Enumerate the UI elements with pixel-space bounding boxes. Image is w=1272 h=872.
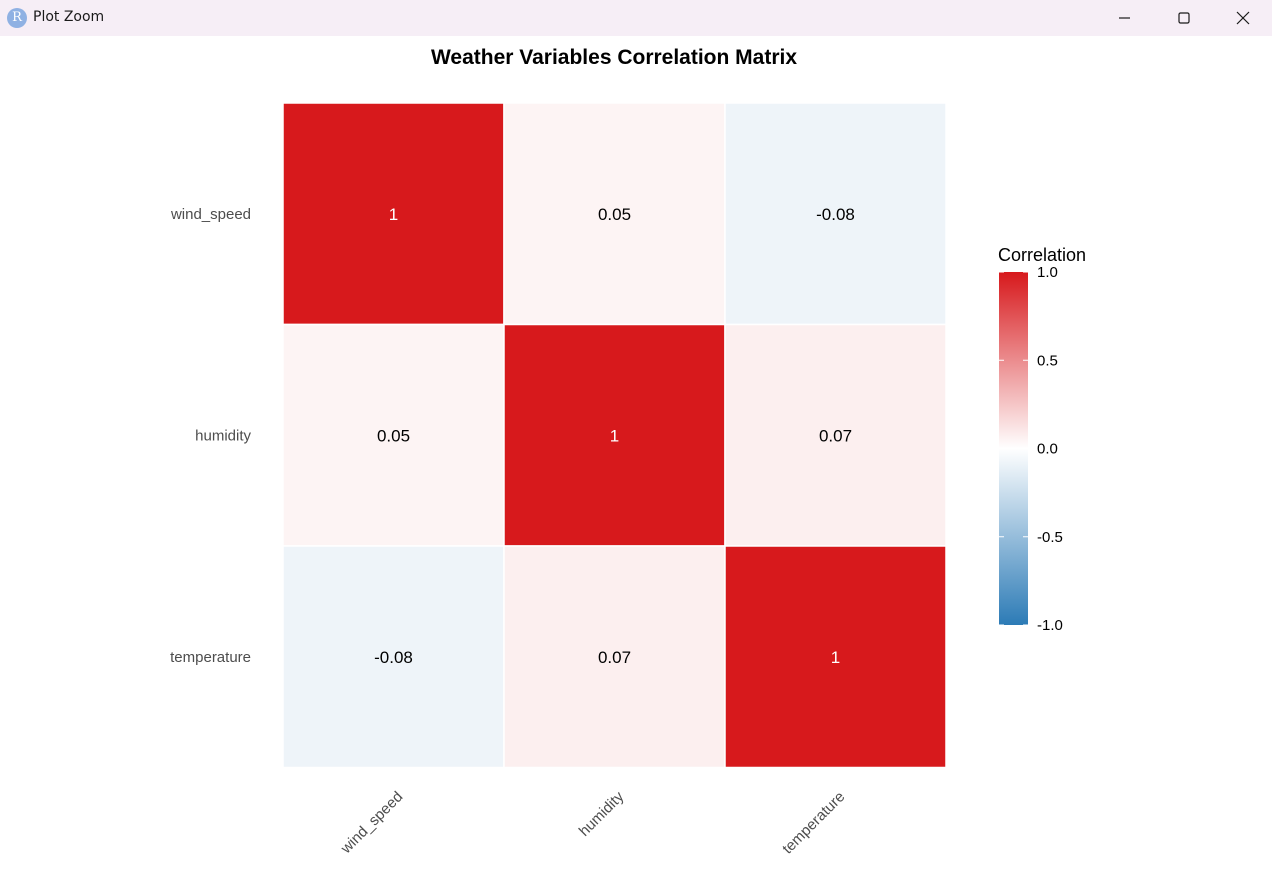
x-tick-label: temperature [779, 788, 848, 857]
cell-value-label: -0.08 [374, 648, 413, 667]
maximize-icon [1178, 12, 1190, 24]
y-tick-label: humidity [195, 427, 251, 444]
y-tick-label: wind_speed [170, 206, 251, 223]
x-tick-label: wind_speed [337, 788, 406, 857]
heatmap-cell [503, 102, 726, 326]
color-legend: Correlation 1.0 0.5 0.0 -0.5 -1.0 [998, 245, 1086, 634]
cell-labels: 1 0.05 -0.08 0.05 1 0.07 -0.08 0.07 1 [374, 205, 855, 667]
x-axis-labels: wind_speed humidity temperature [337, 788, 848, 858]
title-bar[interactable]: R Plot Zoom [0, 0, 1272, 36]
heatmap-cell [503, 545, 726, 769]
heatmap-cells [282, 102, 947, 769]
legend-tick-label: -0.5 [1037, 529, 1063, 546]
legend-tick-label: 0.5 [1037, 352, 1058, 369]
heatmap-cell [724, 102, 947, 326]
plot-area: Weather Variables Correlation Matrix 1 0.… [0, 36, 1272, 872]
heatmap-cell [282, 545, 505, 769]
cell-value-label: 0.05 [377, 426, 410, 445]
cell-value-label: 1 [831, 648, 840, 667]
legend-tick-label: 0.0 [1037, 441, 1058, 458]
y-axis-labels: wind_speed humidity temperature [170, 206, 252, 666]
maximize-button[interactable] [1155, 0, 1213, 36]
cell-value-label: -0.08 [816, 205, 855, 224]
cell-value-label: 0.05 [598, 205, 631, 224]
close-button[interactable] [1214, 0, 1272, 36]
legend-title: Correlation [998, 245, 1086, 265]
correlation-heatmap: Weather Variables Correlation Matrix 1 0.… [170, 46, 1086, 858]
r-app-icon: R [7, 8, 27, 28]
legend-tick-label: -1.0 [1037, 617, 1063, 634]
minimize-icon [1119, 17, 1130, 19]
cell-value-label: 1 [610, 426, 619, 445]
y-tick-label: temperature [170, 649, 251, 666]
close-icon [1236, 11, 1250, 25]
legend-tick-label: 1.0 [1037, 264, 1058, 281]
heatmap-cell [282, 323, 505, 547]
heatmap-cell [724, 545, 947, 769]
window-title: Plot Zoom [33, 9, 105, 25]
cell-value-label: 0.07 [819, 426, 852, 445]
chart-title: Weather Variables Correlation Matrix [431, 46, 797, 69]
heatmap-cell [282, 102, 505, 326]
minimize-button[interactable] [1096, 0, 1154, 36]
cell-value-label: 1 [389, 205, 398, 224]
x-tick-label: humidity [576, 788, 628, 840]
cell-value-label: 0.07 [598, 648, 631, 667]
